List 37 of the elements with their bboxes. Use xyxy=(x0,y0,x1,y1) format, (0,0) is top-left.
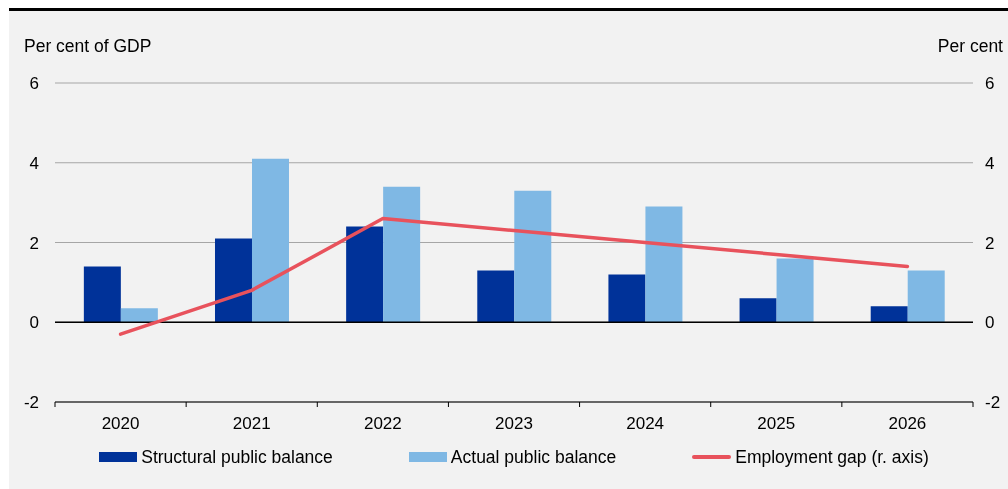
x-tick-label: 2021 xyxy=(232,413,271,433)
bar xyxy=(251,158,289,323)
x-tick-label: 2025 xyxy=(757,413,796,433)
y-tick-label: 2 xyxy=(29,233,39,253)
y-axis-title: Per cent of GDP xyxy=(24,36,152,56)
x-tick-label: 2022 xyxy=(363,413,402,433)
y-tick-label: -2 xyxy=(23,393,39,413)
y2-tick-label: 0 xyxy=(985,313,995,333)
bar xyxy=(776,258,814,323)
y2-tick-label: 6 xyxy=(985,74,995,94)
bar xyxy=(739,298,777,323)
bar xyxy=(346,226,384,323)
y2-tick-label: -2 xyxy=(985,393,1001,413)
bar xyxy=(645,206,683,323)
bar xyxy=(477,270,515,323)
bar xyxy=(120,308,158,323)
bar xyxy=(514,190,552,323)
y-tick-label: 0 xyxy=(29,313,39,333)
line-series xyxy=(118,216,910,336)
x-tick-label: 2023 xyxy=(495,413,533,433)
x-tick-label: 2026 xyxy=(888,413,927,433)
bar xyxy=(907,270,945,323)
x-tick-label: 2020 xyxy=(101,413,140,433)
bar xyxy=(83,266,121,323)
legend-label: Actual public balance xyxy=(450,447,617,467)
bar xyxy=(383,186,421,323)
bar xyxy=(608,274,646,323)
y-tick-label: 6 xyxy=(29,74,39,94)
bar xyxy=(870,306,908,323)
legend-label: Employment gap (r. axis) xyxy=(735,447,929,467)
y2-axis-title: Per cent xyxy=(937,36,1003,56)
legend-label: Structural public balance xyxy=(141,447,333,467)
y2-tick-label: 4 xyxy=(985,153,995,173)
y-tick-label: 4 xyxy=(29,153,39,173)
bar xyxy=(214,238,252,323)
x-tick-label: 2024 xyxy=(626,413,665,433)
y2-tick-label: 2 xyxy=(985,233,995,253)
